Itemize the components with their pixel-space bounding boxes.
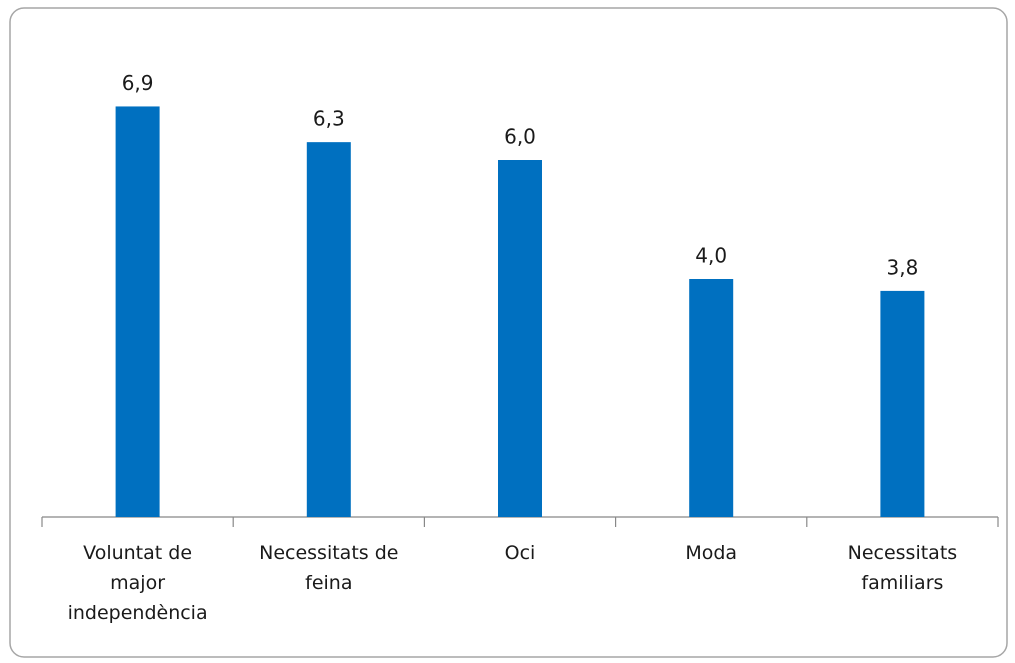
value-label: 3,8 [886, 255, 918, 279]
bar [115, 106, 160, 517]
bar [689, 279, 734, 517]
x-tick-label: Oci [504, 542, 536, 564]
value-label: 4,0 [695, 244, 727, 268]
x-tick-label: Necessitats de feina [259, 542, 399, 594]
bar [880, 290, 925, 517]
bar [306, 142, 351, 517]
x-tick-label: Moda [685, 542, 738, 564]
x-tick-label: Voluntat de major independència [67, 542, 208, 624]
value-label: 6,9 [122, 71, 154, 95]
value-label: 6,3 [313, 107, 345, 131]
value-label: 6,0 [504, 125, 536, 149]
x-tick-label: Necessitats familiars [847, 542, 958, 594]
bar [498, 160, 542, 517]
